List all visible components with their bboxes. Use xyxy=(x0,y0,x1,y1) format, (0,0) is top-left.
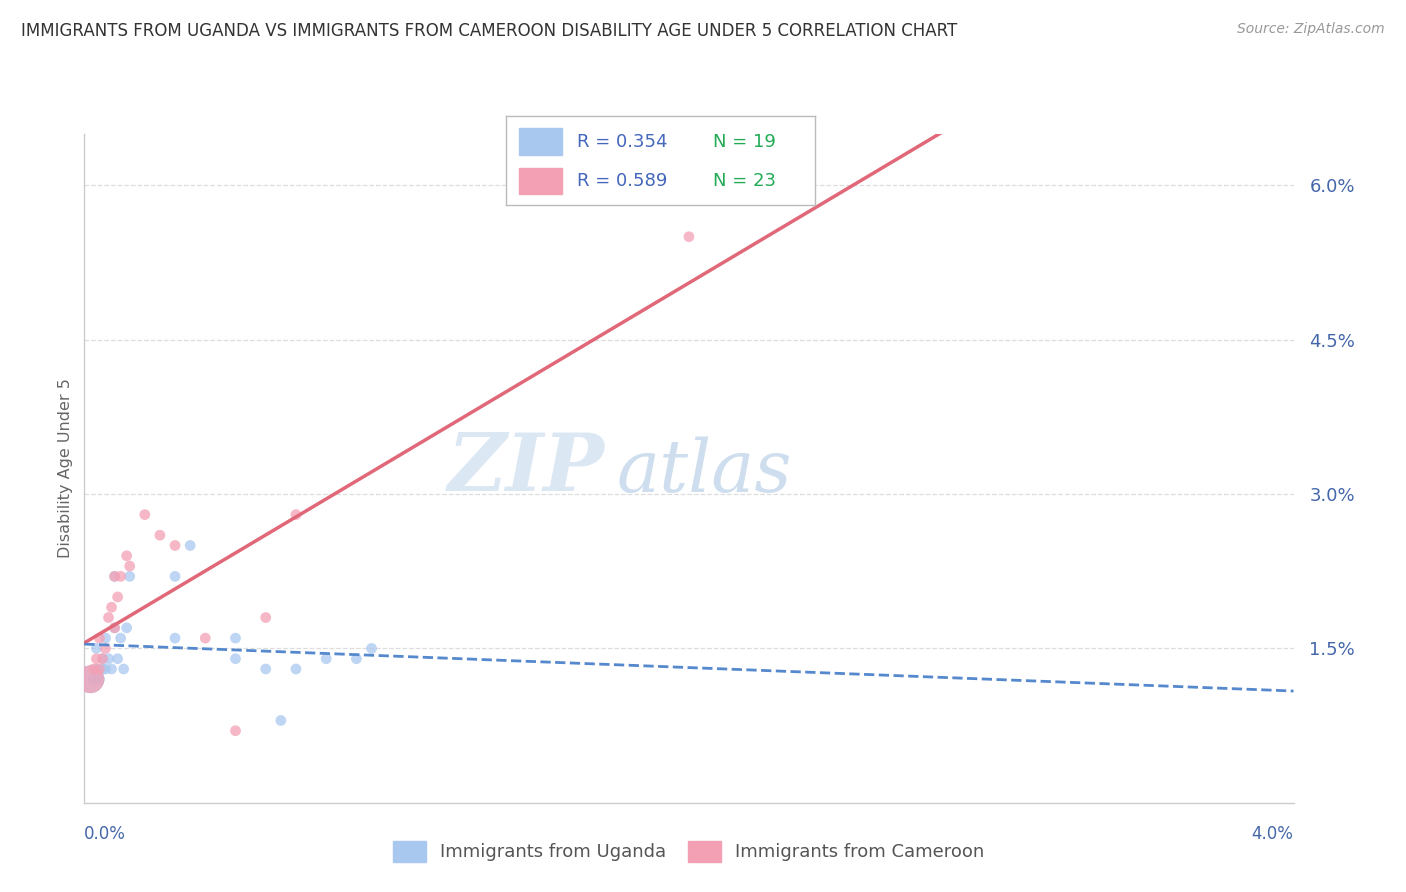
Point xyxy=(110,569,132,583)
Point xyxy=(97,651,120,665)
Point xyxy=(360,641,382,656)
Point xyxy=(86,651,108,665)
Point xyxy=(94,641,117,656)
Text: 0.0%: 0.0% xyxy=(84,825,127,843)
Point xyxy=(115,549,138,563)
Point xyxy=(104,569,127,583)
Point xyxy=(89,673,111,687)
Point xyxy=(82,662,104,676)
Point xyxy=(107,590,129,604)
Point xyxy=(94,662,117,676)
Point xyxy=(91,651,114,665)
Point xyxy=(225,723,247,738)
Point xyxy=(104,621,127,635)
Point xyxy=(97,610,120,624)
Point xyxy=(82,673,104,687)
Point xyxy=(89,662,111,676)
Text: Source: ZipAtlas.com: Source: ZipAtlas.com xyxy=(1237,22,1385,37)
Point xyxy=(115,621,138,635)
Point xyxy=(107,651,129,665)
Point xyxy=(91,651,114,665)
Point xyxy=(112,662,135,676)
Point xyxy=(79,673,101,687)
Point xyxy=(104,569,127,583)
Text: R = 0.354: R = 0.354 xyxy=(578,133,668,151)
Point xyxy=(118,559,141,574)
Point xyxy=(678,229,700,244)
Point xyxy=(110,631,132,645)
Point xyxy=(254,662,277,676)
Point xyxy=(284,508,308,522)
Point xyxy=(149,528,172,542)
Point xyxy=(100,662,122,676)
Point xyxy=(104,621,127,635)
Point xyxy=(254,610,277,624)
Point xyxy=(91,662,114,676)
Point xyxy=(165,539,187,553)
Y-axis label: Disability Age Under 5: Disability Age Under 5 xyxy=(58,378,73,558)
Point xyxy=(194,631,217,645)
Bar xyxy=(519,128,562,155)
Point xyxy=(134,508,156,522)
Point xyxy=(100,600,122,615)
Point xyxy=(179,539,201,553)
Text: atlas: atlas xyxy=(616,436,792,507)
Text: N = 19: N = 19 xyxy=(713,133,776,151)
Bar xyxy=(519,168,562,194)
Point xyxy=(165,631,187,645)
Point xyxy=(225,631,247,645)
Text: N = 23: N = 23 xyxy=(713,172,776,190)
Point xyxy=(270,714,292,728)
Point xyxy=(94,631,117,645)
Point xyxy=(165,569,187,583)
Point xyxy=(86,641,108,656)
Text: 4.0%: 4.0% xyxy=(1251,825,1294,843)
Legend: Immigrants from Uganda, Immigrants from Cameroon: Immigrants from Uganda, Immigrants from … xyxy=(384,832,994,871)
Text: IMMIGRANTS FROM UGANDA VS IMMIGRANTS FROM CAMEROON DISABILITY AGE UNDER 5 CORREL: IMMIGRANTS FROM UGANDA VS IMMIGRANTS FRO… xyxy=(21,22,957,40)
Point xyxy=(225,651,247,665)
Point xyxy=(86,662,108,676)
Text: ZIP: ZIP xyxy=(447,430,605,507)
Point xyxy=(315,651,337,665)
Point xyxy=(284,662,308,676)
Point xyxy=(79,673,101,687)
Point xyxy=(346,651,368,665)
Point xyxy=(89,631,111,645)
Text: R = 0.589: R = 0.589 xyxy=(578,172,668,190)
Point xyxy=(118,569,141,583)
